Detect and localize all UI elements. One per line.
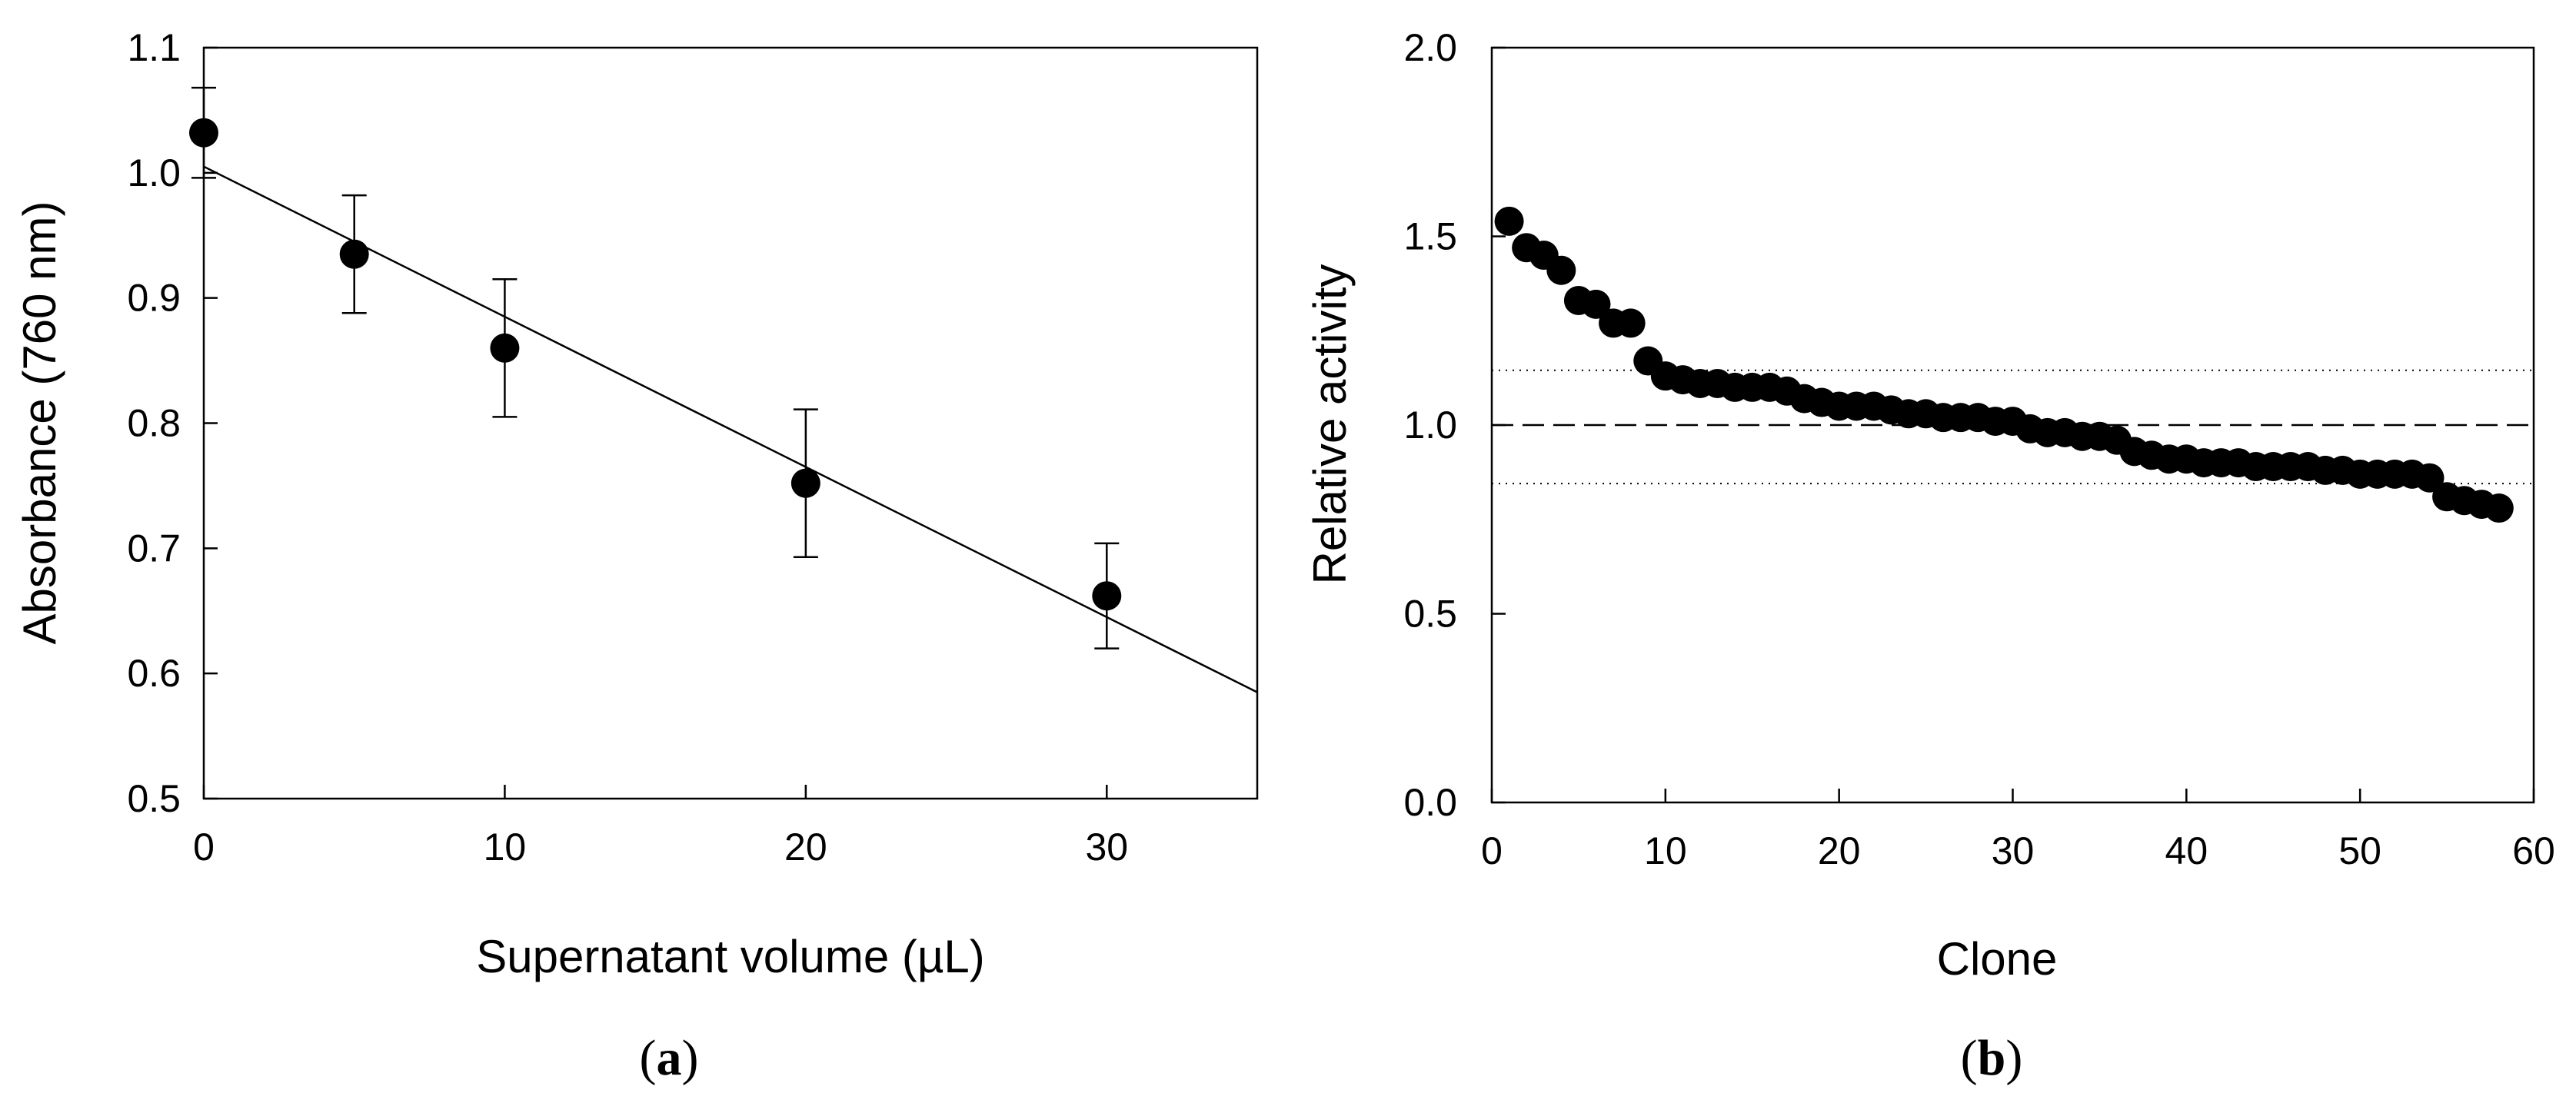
panel-b-xlabel: Clone [1937,933,2058,985]
a-ytick-label: 0.5 [127,777,181,820]
b-ytick-label: 1.0 [1403,404,1457,447]
a-ytick-label: 0.7 [127,527,181,570]
b-ytick-label: 2.0 [1403,26,1457,69]
a-ytick-label: 1.0 [127,151,181,194]
a-fit-line [203,165,1258,693]
b-xtick-label: 30 [1992,829,2035,872]
b-data-point [2415,463,2445,493]
b-data-point [1546,255,1576,285]
panel-a-label-close: ) [682,1030,699,1086]
a-xtick-label: 20 [784,826,827,869]
b-xtick-label: 60 [2512,829,2555,872]
b-data-point [2484,493,2514,523]
panel-a-label-open: ( [640,1030,657,1086]
a-ytick-label: 0.6 [127,652,181,695]
panel-b-ylabel: Relative activity [1304,264,1356,585]
panel-a-ylabel: Absorbance (760 nm) [14,201,65,645]
a-ytick-label: 1.1 [127,26,181,69]
panel-a-xlabel: Supernatant volume (µL) [476,931,985,982]
b-xtick-label: 10 [1644,829,1687,872]
a-xtick-label: 0 [193,826,215,869]
b-xtick-label: 50 [2338,829,2381,872]
a-data-point [339,239,369,269]
a-data-point [490,333,520,363]
a-ytick-label: 0.9 [127,277,181,320]
a-data-point [790,468,820,498]
panel-b-label: (b) [1961,1030,2023,1086]
b-xtick-label: 0 [1481,829,1503,872]
a-xtick-label: 10 [484,826,527,869]
b-xtick-label: 20 [1818,829,1861,872]
a-data-point [1092,581,1122,611]
panel-a-chart: 0.5 0.6 0.7 0.8 0.9 1.0 1.1 0 10 20 30 Absorbance… [14,26,1259,1086]
b-xtick-label: 40 [2165,829,2208,872]
panel-b-label-close: ) [2005,1030,2022,1086]
panel-a-plot-frame [202,46,1259,800]
b-data-point [1616,308,1646,338]
b-data-point [1494,206,1524,236]
panel-a-label: (a) [640,1030,699,1086]
panel-a-label-letter: a [657,1030,682,1086]
panel-b-chart: 0.0 0.5 1.0 1.5 2.0 0 10 20 30 40 50 60 Relative a… [1304,26,2555,1086]
a-xtick-label: 30 [1085,826,1128,869]
a-ytick-label: 0.8 [127,402,181,445]
b-ytick-label: 1.5 [1403,215,1457,258]
panel-b-label-letter: b [1978,1030,2006,1086]
b-ytick-label: 0.0 [1403,781,1457,824]
b-ytick-label: 0.5 [1403,593,1457,636]
a-data-point [189,118,218,148]
b-data-point [1581,289,1611,319]
panel-b-label-open: ( [1961,1030,1978,1086]
